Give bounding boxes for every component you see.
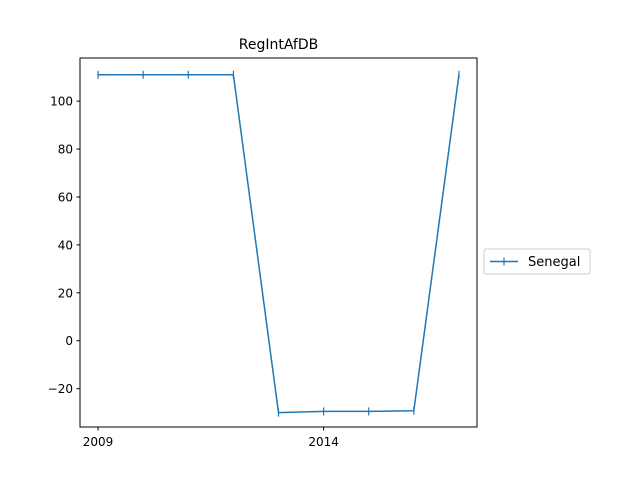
plot-frame: [79, 57, 478, 428]
legend: Senegal: [483, 248, 591, 275]
axis-ticks: −20 0 20 40 60 80 100 2009 2014: [48, 95, 339, 449]
legend-label-senegal: Senegal: [528, 255, 580, 270]
y-tick-label: 100: [50, 95, 73, 109]
y-tick-label: 80: [58, 143, 73, 157]
chart-title: RegIntAfDB: [239, 37, 318, 53]
y-tick-label: −20: [48, 382, 73, 396]
x-tick-label: 2009: [83, 435, 114, 449]
x-tick-label: 2014: [308, 435, 339, 449]
y-tick-label: 40: [58, 238, 73, 252]
y-tick-label: 20: [58, 286, 73, 300]
legend-box: [483, 248, 591, 275]
y-tick-label: 0: [65, 334, 73, 348]
y-tick-label: 60: [58, 190, 73, 204]
series-group: [97, 70, 460, 417]
